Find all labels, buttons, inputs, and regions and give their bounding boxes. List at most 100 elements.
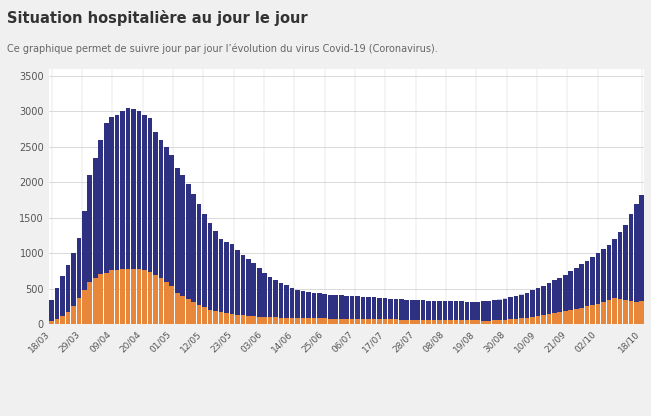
Bar: [317, 293, 322, 324]
Bar: [251, 263, 256, 324]
Bar: [268, 317, 273, 324]
Bar: [148, 119, 152, 324]
Bar: [536, 288, 540, 324]
Bar: [557, 312, 562, 324]
Bar: [290, 288, 294, 324]
Bar: [590, 257, 595, 324]
Bar: [432, 301, 436, 324]
Bar: [393, 299, 398, 324]
Bar: [437, 320, 442, 324]
Bar: [132, 270, 136, 324]
Bar: [481, 301, 486, 324]
Bar: [71, 307, 76, 324]
Bar: [60, 278, 65, 324]
Bar: [639, 301, 644, 324]
Bar: [339, 295, 344, 324]
Bar: [388, 299, 393, 324]
Bar: [312, 319, 316, 324]
Bar: [208, 223, 212, 324]
Bar: [388, 299, 393, 324]
Bar: [279, 318, 283, 324]
Bar: [240, 255, 245, 324]
Bar: [607, 300, 611, 324]
Bar: [585, 260, 589, 324]
Bar: [465, 321, 469, 324]
Bar: [426, 320, 431, 324]
Bar: [361, 297, 365, 324]
Bar: [355, 297, 360, 324]
Bar: [295, 318, 300, 324]
Bar: [317, 294, 322, 324]
Bar: [465, 302, 469, 324]
Bar: [486, 301, 491, 324]
Bar: [448, 321, 453, 324]
Bar: [153, 275, 158, 324]
Bar: [547, 314, 551, 324]
Bar: [132, 269, 136, 324]
Bar: [213, 312, 218, 324]
Bar: [377, 298, 381, 324]
Bar: [344, 296, 349, 324]
Bar: [372, 297, 376, 324]
Bar: [202, 215, 207, 324]
Bar: [514, 319, 518, 324]
Bar: [60, 317, 65, 324]
Bar: [492, 321, 497, 324]
Bar: [481, 321, 486, 324]
Bar: [240, 315, 245, 324]
Bar: [350, 296, 354, 324]
Bar: [246, 259, 251, 324]
Bar: [213, 232, 218, 324]
Bar: [290, 318, 294, 324]
Bar: [547, 283, 551, 324]
Bar: [579, 264, 584, 324]
Bar: [552, 280, 557, 324]
Bar: [404, 300, 409, 324]
Bar: [612, 239, 616, 324]
Bar: [628, 215, 633, 324]
Bar: [590, 257, 595, 324]
Bar: [142, 115, 146, 324]
Bar: [169, 286, 174, 324]
Bar: [322, 318, 327, 324]
Bar: [224, 242, 229, 324]
Bar: [186, 299, 191, 324]
Bar: [219, 239, 223, 324]
Bar: [628, 302, 633, 324]
Bar: [601, 249, 606, 324]
Bar: [246, 317, 251, 324]
Bar: [393, 300, 398, 324]
Bar: [508, 320, 513, 324]
Bar: [295, 290, 300, 324]
Bar: [49, 300, 54, 324]
Bar: [71, 253, 76, 324]
Bar: [66, 267, 70, 324]
Bar: [634, 204, 639, 324]
Bar: [437, 302, 442, 324]
Bar: [355, 319, 360, 324]
Bar: [115, 115, 119, 324]
Bar: [262, 273, 267, 324]
Bar: [230, 314, 234, 324]
Bar: [224, 313, 229, 324]
Bar: [224, 314, 229, 324]
Bar: [388, 319, 393, 324]
Bar: [519, 318, 524, 324]
Bar: [344, 296, 349, 324]
Bar: [448, 302, 453, 324]
Bar: [104, 274, 109, 324]
Bar: [437, 301, 442, 324]
Bar: [519, 319, 524, 324]
Bar: [55, 287, 59, 324]
Bar: [230, 244, 234, 324]
Bar: [268, 277, 273, 324]
Bar: [568, 311, 573, 324]
Bar: [350, 319, 354, 324]
Bar: [295, 290, 300, 324]
Bar: [257, 268, 262, 324]
Bar: [459, 302, 464, 324]
Bar: [383, 299, 387, 324]
Bar: [120, 269, 125, 324]
Bar: [273, 318, 278, 324]
Bar: [497, 300, 502, 324]
